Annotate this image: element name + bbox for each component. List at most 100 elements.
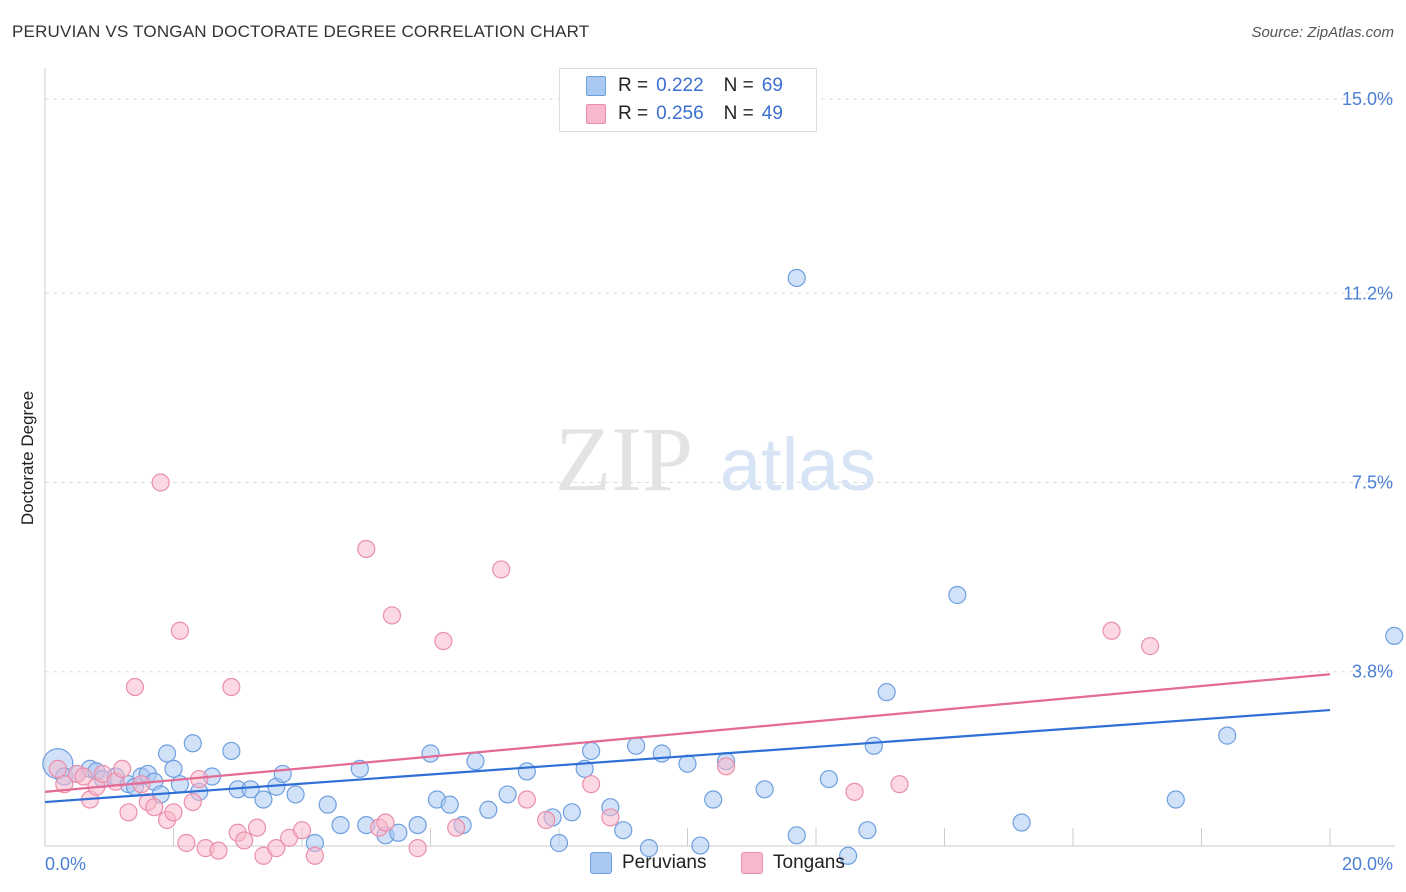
tongan-point <box>408 839 427 858</box>
chart-title: PERUVIAN VS TONGAN DOCTORATE DEGREE CORR… <box>12 22 590 41</box>
peruvian-point <box>222 741 241 761</box>
tongans-swatch <box>741 852 763 874</box>
tongans-trend-line <box>44 673 1331 793</box>
peruvian-point <box>819 769 838 789</box>
peruvians-trend-line <box>44 708 1331 804</box>
peruvian-point <box>241 780 260 799</box>
tongan-point <box>601 808 620 827</box>
peruvian-point <box>408 815 427 835</box>
peruvian-point <box>1385 626 1404 646</box>
peruvian-point <box>254 790 273 809</box>
tongan-point <box>170 621 190 640</box>
legend-n-value: 49 <box>761 103 783 124</box>
legend-r-label: R = <box>618 103 649 124</box>
peruvian-point <box>678 754 697 773</box>
tongan-point <box>434 631 453 651</box>
peruvian-point <box>517 762 536 781</box>
source-label: Source: ZipAtlas.com <box>1251 24 1394 41</box>
tongan-point <box>48 759 67 778</box>
peruvian-point <box>1218 726 1237 745</box>
watermark-zip: ZIP <box>555 408 693 510</box>
peruvian-point <box>440 795 459 814</box>
legend-row-tongans: R = 0.256 N = 49 <box>586 102 783 126</box>
peruvian-point <box>466 752 485 771</box>
trend-lines <box>44 673 1331 804</box>
legend-item-tongans: Tongans <box>741 852 845 874</box>
legend-n-value: 69 <box>761 75 783 96</box>
peruvian-point <box>652 744 671 763</box>
peruvian-point <box>331 815 350 835</box>
peruvians-label: Peruvians <box>622 852 707 873</box>
tongan-point <box>382 606 402 625</box>
legend-row-peruvians: R = 0.222 N = 69 <box>586 74 783 98</box>
tongan-point <box>177 833 196 853</box>
tongan-point <box>492 560 511 579</box>
peruvian-point <box>858 821 877 840</box>
tongan-point <box>1102 621 1121 640</box>
tongan-point <box>74 767 93 786</box>
tongan-point <box>292 821 312 840</box>
peruvian-point <box>350 759 369 778</box>
tongan-point <box>357 539 376 559</box>
peruvian-point <box>787 268 806 288</box>
peruvian-point <box>183 734 202 753</box>
tongan-point <box>845 782 864 801</box>
peruvian-point <box>691 836 710 855</box>
peruvian-point <box>421 744 440 763</box>
legend-r-value: 0.222 <box>656 75 704 96</box>
peruvian-point <box>614 821 633 840</box>
tongan-point <box>119 803 138 822</box>
peruvian-point <box>626 736 646 755</box>
correlation-legend: R = 0.222 N = 69 R = 0.256 N = 49 <box>559 68 817 132</box>
peruvian-point <box>549 833 569 853</box>
peruvian-point <box>286 785 305 804</box>
peruvian-point <box>1166 790 1185 809</box>
watermark-atlas: atlas <box>720 423 876 506</box>
tongan-point <box>890 775 909 794</box>
peruvian-point <box>273 764 292 784</box>
tongan-point <box>55 775 74 794</box>
peruvian-point <box>157 744 177 763</box>
peruvian-point <box>787 826 806 845</box>
y-tick-label: 15.0% <box>1342 89 1393 109</box>
peruvian-point <box>864 736 883 755</box>
legend-swatch-blue <box>586 76 606 96</box>
tongan-point <box>716 757 736 776</box>
x-tick-label-max: 20.0% <box>1342 854 1393 874</box>
peruvian-point <box>498 785 517 804</box>
peruvian-point <box>582 741 601 761</box>
legend-swatch-pink <box>586 104 606 124</box>
tick-labels: 3.8% 7.5% 11.2% 15.0% 0.0% 20.0% <box>45 89 1393 874</box>
peruvians-points <box>42 268 1404 865</box>
peruvian-point <box>389 823 408 842</box>
tongan-point <box>164 803 183 822</box>
peruvian-point <box>755 780 774 799</box>
legend-n-label: N = <box>723 75 754 96</box>
tongan-point <box>305 846 324 865</box>
tongan-point <box>151 473 170 492</box>
legend-r-value: 0.256 <box>656 103 704 124</box>
tongan-point <box>125 677 145 697</box>
peruvian-point <box>704 790 723 809</box>
peruvian-point <box>562 803 581 822</box>
series-legend: Peruvians Tongans <box>0 852 1406 876</box>
peruvian-point <box>877 683 896 702</box>
peruvian-point <box>948 585 967 605</box>
peruvian-point <box>164 759 183 778</box>
tongan-point <box>447 818 466 837</box>
y-tick-label: 3.8% <box>1352 662 1393 682</box>
tongan-point <box>222 677 241 697</box>
peruvian-point <box>318 795 337 814</box>
peruvian-point <box>839 846 858 865</box>
tongan-point <box>183 792 202 812</box>
x-tick-label-min: 0.0% <box>45 854 86 874</box>
gridlines <box>45 98 1395 673</box>
legend-n-label: N = <box>723 103 754 124</box>
peruvians-swatch <box>590 852 612 874</box>
y-tick-label: 11.2% <box>1343 283 1393 303</box>
tongan-point <box>1140 637 1160 656</box>
tongan-point <box>267 839 286 858</box>
legend-item-peruvians: Peruvians <box>590 852 707 874</box>
peruvian-point <box>479 800 498 819</box>
